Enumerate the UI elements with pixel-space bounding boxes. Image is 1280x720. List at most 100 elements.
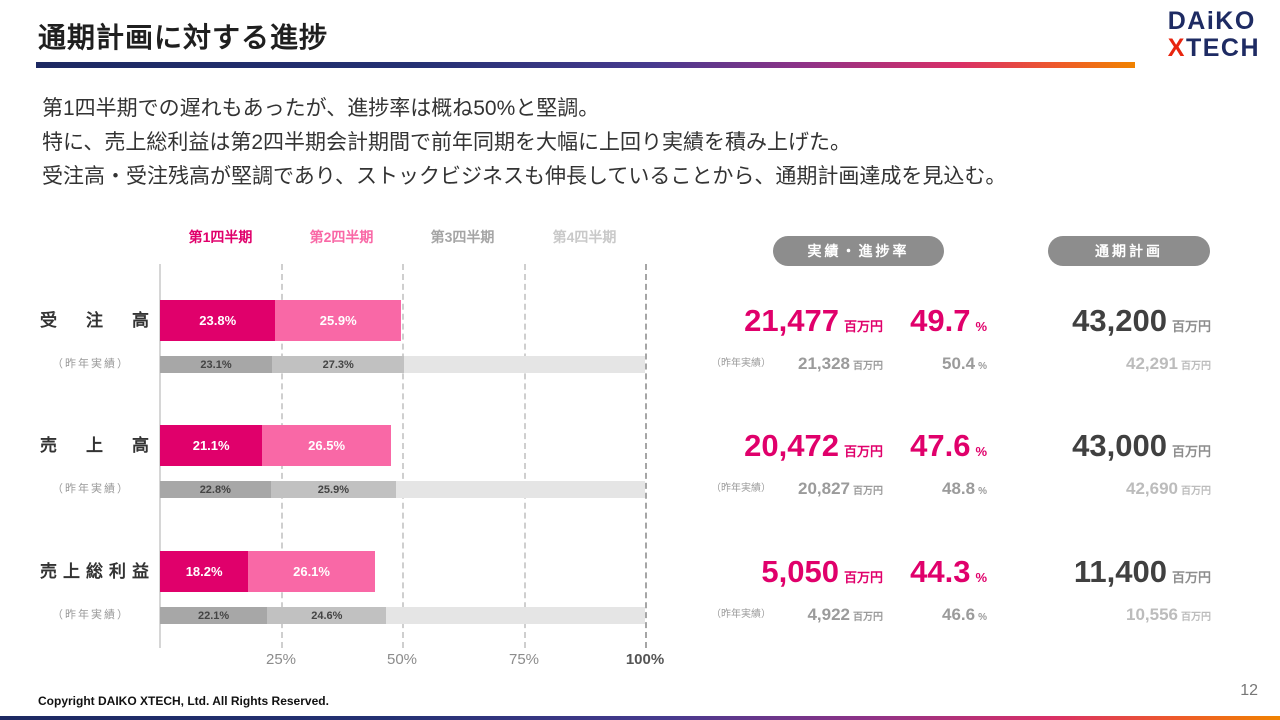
percent-label: % [975,444,987,459]
prev-q1-segment: 22.8% [160,481,271,498]
prev-plan-amount: 10,556 [1126,605,1178,624]
prev-year-row-label: （昨年実績） [52,358,130,370]
actual-amount: 5,050 [761,554,839,589]
unit-label: 百万円 [843,319,883,334]
legend-q1: 第1四半期 [188,229,253,245]
q1-segment-label: 23.8% [199,313,237,328]
unit-label: 百万円 [853,486,883,497]
prev-q1-segment-label: 22.1% [197,609,230,622]
prev-plan-amount: 42,690 [1126,479,1178,498]
prev-actual-value: （昨年実績） 4,922 百万円 [711,603,883,630]
current-year-bar: 21.1% 26.5% [160,425,391,466]
prev-actual-value: （昨年実績） 21,328 百万円 [711,352,883,379]
title-underline [36,62,1135,68]
prev-actual-amount: 4,922 [807,605,850,624]
summary-line-3: 受注高・受注残高が堅調であり、ストックビジネスも伸長していることから、通期計画達… [42,165,1007,188]
q1-segment: 21.1% [160,425,263,466]
prev-progress-amount: 46.6 [942,605,976,624]
prev-q2-segment-label: 24.6% [311,609,343,622]
prev-q2-segment: 25.9% [270,481,397,498]
prev-progress-value: 48.8% [942,477,987,504]
gridline-50 [402,264,404,648]
bottom-gradient-bar [0,716,1280,720]
q1-segment-label: 21.1% [192,438,230,453]
prev-progress-value: 50.4% [942,352,987,379]
row-label: 受 注 高 [40,311,155,330]
prev-q1-segment: 22.1% [160,607,268,624]
current-progress-value: 44.3% [910,551,987,598]
prev-q1-segment: 23.1% [160,356,273,373]
plan-amount: 43,200 [1072,303,1167,338]
prev-plan-amount: 42,291 [1126,354,1178,373]
footer-copyright: Copyright DAIKO XTECH, Ltd. All Rights R… [38,694,329,708]
legend-q3: 第3四半期 [430,229,495,245]
full-year-plan-value: 43,000 百万円 [1072,425,1211,472]
logo-xtech-text: XTECH [1168,35,1260,62]
prev-q2-segment: 24.6% [267,607,387,624]
actual-amount: 20,472 [744,428,839,463]
plan-amount: 43,000 [1072,428,1167,463]
percent-label: % [978,361,987,372]
prev-actual-prefix: （昨年実績） [711,609,771,620]
percent-label: % [975,570,987,585]
percent-label: % [975,319,987,334]
row-label: 売 上 高 [40,436,155,455]
percent-label: % [978,486,987,497]
summary-line-2: 特に、売上総利益は第2四半期会計期間で前年同期を大幅に上回り実績を積み上げた。 [42,131,852,154]
prev-progress-value: 46.6% [942,603,987,630]
current-actual-value: 5,050 百万円 [761,551,883,598]
q2-segment-label: 25.9% [319,313,357,328]
current-progress-value: 49.7% [910,300,987,347]
unit-label: 百万円 [1171,444,1211,459]
full-year-plan-value: 11,400 百万円 [1074,551,1211,598]
prev-actual-amount: 21,328 [798,354,850,373]
prev-actual-value: （昨年実績） 20,827 百万円 [711,477,883,504]
current-year-bar: 23.8% 25.9% [160,300,402,341]
column-header-full-year-plan: 通期計画 [1048,236,1210,266]
logo: DAiKO XTECH [1168,8,1260,62]
prev-plan-value: 10,556 百万円 [1126,603,1211,630]
prev-progress-amount: 48.8 [942,479,976,498]
q2-segment: 26.1% [248,551,375,592]
x-tick-100: 100% [625,651,665,668]
current-actual-value: 20,472 百万円 [744,425,883,472]
unit-label: 百万円 [853,612,883,623]
prev-actual-prefix: （昨年実績） [711,483,771,494]
logo-daiko-text: DAiKO [1167,7,1256,35]
q2-segment: 26.5% [262,425,391,466]
summary-line-1: 第1四半期での遅れもあったが、進捗率は概ね50%と堅調。 [42,97,600,120]
gridline-100 [645,264,647,648]
prev-year-row-label: （昨年実績） [52,483,130,495]
logo-x-mark: X [1167,34,1186,62]
full-year-plan-value: 43,200 百万円 [1072,300,1211,347]
unit-label: 百万円 [1181,486,1211,497]
unit-label: 百万円 [1181,361,1211,372]
gridline-75 [524,264,526,648]
progress-amount: 44.3 [910,554,971,589]
prev-year-row-label: （昨年実績） [52,609,130,621]
bar-track [386,607,645,624]
legend-q4: 第4四半期 [552,229,617,245]
prev-actual-prefix: （昨年実績） [711,358,771,369]
x-tick-50: 50% [386,651,418,668]
q2-segment-label: 26.1% [293,564,330,579]
plan-amount: 11,400 [1073,554,1167,589]
q2-segment-label: 26.5% [308,438,346,453]
q1-segment: 23.8% [160,300,276,341]
prev-plan-value: 42,291 百万円 [1126,352,1211,379]
page-title: 通期計画に対する進捗 [38,22,329,53]
logo-tech-text: TECH [1185,34,1260,62]
prev-q1-segment-label: 23.1% [200,358,232,371]
prev-plan-value: 42,690 百万円 [1126,477,1211,504]
prev-actual-amount: 20,827 [798,479,850,498]
unit-label: 百万円 [1171,319,1211,334]
current-progress-value: 47.6% [910,425,987,472]
q1-segment: 18.2% [160,551,249,592]
prev-progress-amount: 50.4 [942,354,976,373]
chart-row-group: 受 注 高 23.8% 25.9% （昨年実績） 23.1% 27.3% 21,… [0,300,1280,380]
bar-track [396,481,645,498]
legend-q2: 第2四半期 [309,229,374,245]
percent-label: % [978,612,987,623]
current-actual-value: 21,477 百万円 [744,300,883,347]
